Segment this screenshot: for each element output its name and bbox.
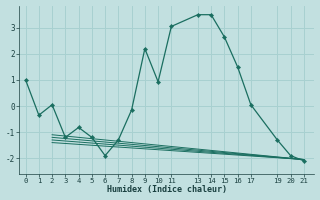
X-axis label: Humidex (Indice chaleur): Humidex (Indice chaleur) <box>107 185 227 194</box>
